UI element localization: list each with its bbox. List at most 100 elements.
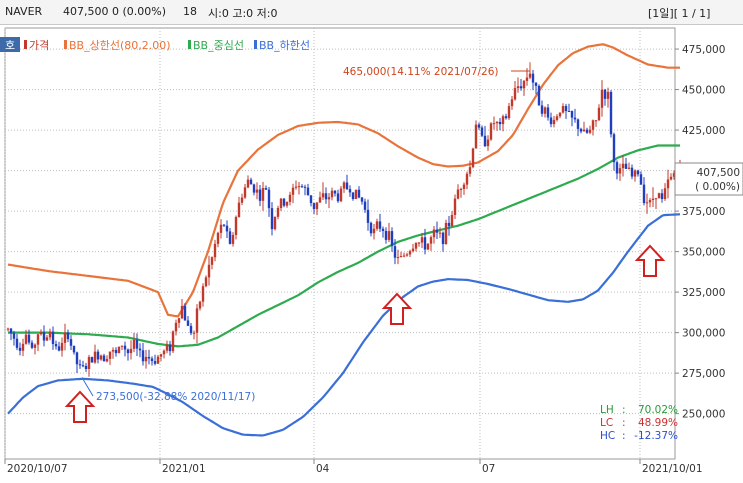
candle-body	[570, 111, 574, 118]
candle-body	[330, 190, 334, 198]
candle-body	[456, 189, 460, 199]
candle-body	[636, 170, 640, 175]
candle-body	[24, 334, 28, 344]
candle-body	[576, 119, 580, 129]
y-tick-label: 275,000	[682, 368, 725, 380]
candle-body	[270, 208, 274, 230]
candle-body	[132, 339, 136, 349]
candle-body	[603, 89, 607, 99]
candle-body	[588, 129, 592, 133]
legend: 가격 BB_상한선(80,2.00) BB_중심선 BB_하한선	[24, 38, 310, 52]
candle-body	[279, 198, 283, 208]
bb-upper-line	[7, 43, 680, 318]
candle-body	[321, 193, 325, 198]
candle-body	[258, 189, 262, 201]
candle-body	[585, 129, 589, 133]
high-leader	[511, 62, 531, 72]
candle-body	[114, 349, 118, 354]
candle-body	[417, 242, 421, 244]
candle-body	[480, 127, 484, 136]
candle-body	[357, 189, 361, 198]
high-annotation-label: 465,000(14.11% 2021/07/26)	[343, 66, 499, 78]
candle-body	[195, 308, 199, 333]
candle-body	[174, 322, 178, 332]
candle-body	[222, 224, 226, 226]
candle-body	[75, 352, 79, 365]
page-indicator[interactable]: [1일][ 1 / 1]	[648, 7, 711, 20]
candle-body	[93, 351, 97, 363]
candle-body	[525, 77, 529, 81]
candle-body	[363, 201, 367, 210]
candle-body	[468, 167, 472, 174]
candle-body	[219, 224, 223, 233]
candle-body	[627, 167, 631, 169]
corner-tag-box[interactable]	[0, 37, 20, 52]
bb-lower-line	[7, 213, 681, 437]
x-tick-label: 2020/10/07	[7, 463, 68, 475]
candle-body	[141, 350, 145, 362]
candle-body	[435, 229, 439, 233]
candle-body	[168, 344, 172, 352]
candle-body	[249, 179, 253, 185]
candle-body	[315, 202, 319, 210]
candle-body	[666, 179, 670, 189]
current-price-box	[674, 162, 743, 196]
candle-body	[513, 88, 517, 100]
candle-body	[309, 195, 313, 204]
candle-body	[282, 198, 286, 206]
candle-body	[486, 139, 490, 147]
candle-body	[390, 231, 394, 247]
up-arrow-icon	[64, 390, 96, 423]
candle-body	[552, 119, 556, 125]
candle-body	[606, 91, 610, 99]
candle-body	[273, 216, 277, 230]
candle-body	[450, 214, 454, 227]
up-arrow-icon	[634, 244, 666, 277]
candle-body	[183, 306, 187, 321]
stat-value: 70.02%	[638, 404, 678, 416]
candle-body	[336, 193, 340, 202]
legend-label: BB_하한선	[259, 38, 310, 52]
candle-body	[375, 221, 379, 229]
candle-body	[483, 135, 487, 147]
candle-body	[180, 306, 184, 319]
candle-body	[609, 91, 613, 135]
candle-body	[555, 116, 559, 120]
candle-body	[498, 121, 502, 125]
candle-body	[369, 222, 373, 234]
candle-body	[231, 234, 235, 244]
x-axis: 2020/10/07 2021/01 04 07 2021/10/01	[4, 459, 703, 475]
candle-body	[105, 358, 109, 362]
y-tick-label: 325,000	[682, 287, 725, 299]
candle-body	[414, 242, 418, 249]
current-price: 407,500	[63, 5, 109, 18]
stat-value: -12.37%	[634, 430, 678, 442]
candle-body	[111, 349, 115, 352]
candle-body	[81, 365, 85, 367]
candle-body	[90, 357, 94, 363]
candle-body	[297, 186, 301, 188]
price-change: 0 (0.00%)	[112, 5, 167, 18]
grid-lines	[4, 28, 675, 459]
candle-body	[12, 333, 16, 339]
price-chart[interactable]: 250,000 275,000 300,000 325,000 350,000 375,0…	[0, 24, 743, 483]
candle-body	[162, 350, 166, 355]
candle-body	[507, 106, 511, 119]
x-tick-label: 04	[316, 463, 330, 475]
candle-body	[27, 334, 31, 343]
candle-body	[66, 332, 70, 340]
low-annotation: 273,500(-32.88% 2020/11/17)	[81, 377, 255, 403]
candle-body	[624, 163, 628, 169]
candle-body	[474, 124, 478, 149]
corner-tag[interactable]: 호	[5, 39, 15, 52]
candle-body	[411, 248, 415, 252]
candle-body	[378, 221, 382, 229]
candle-body	[210, 257, 214, 265]
candle-body	[639, 174, 643, 185]
candle-body	[630, 167, 634, 177]
candle-body	[540, 105, 544, 114]
candle-body	[420, 237, 424, 243]
candle-body	[465, 173, 469, 185]
candle-body	[462, 184, 466, 189]
candle-body	[447, 222, 451, 227]
